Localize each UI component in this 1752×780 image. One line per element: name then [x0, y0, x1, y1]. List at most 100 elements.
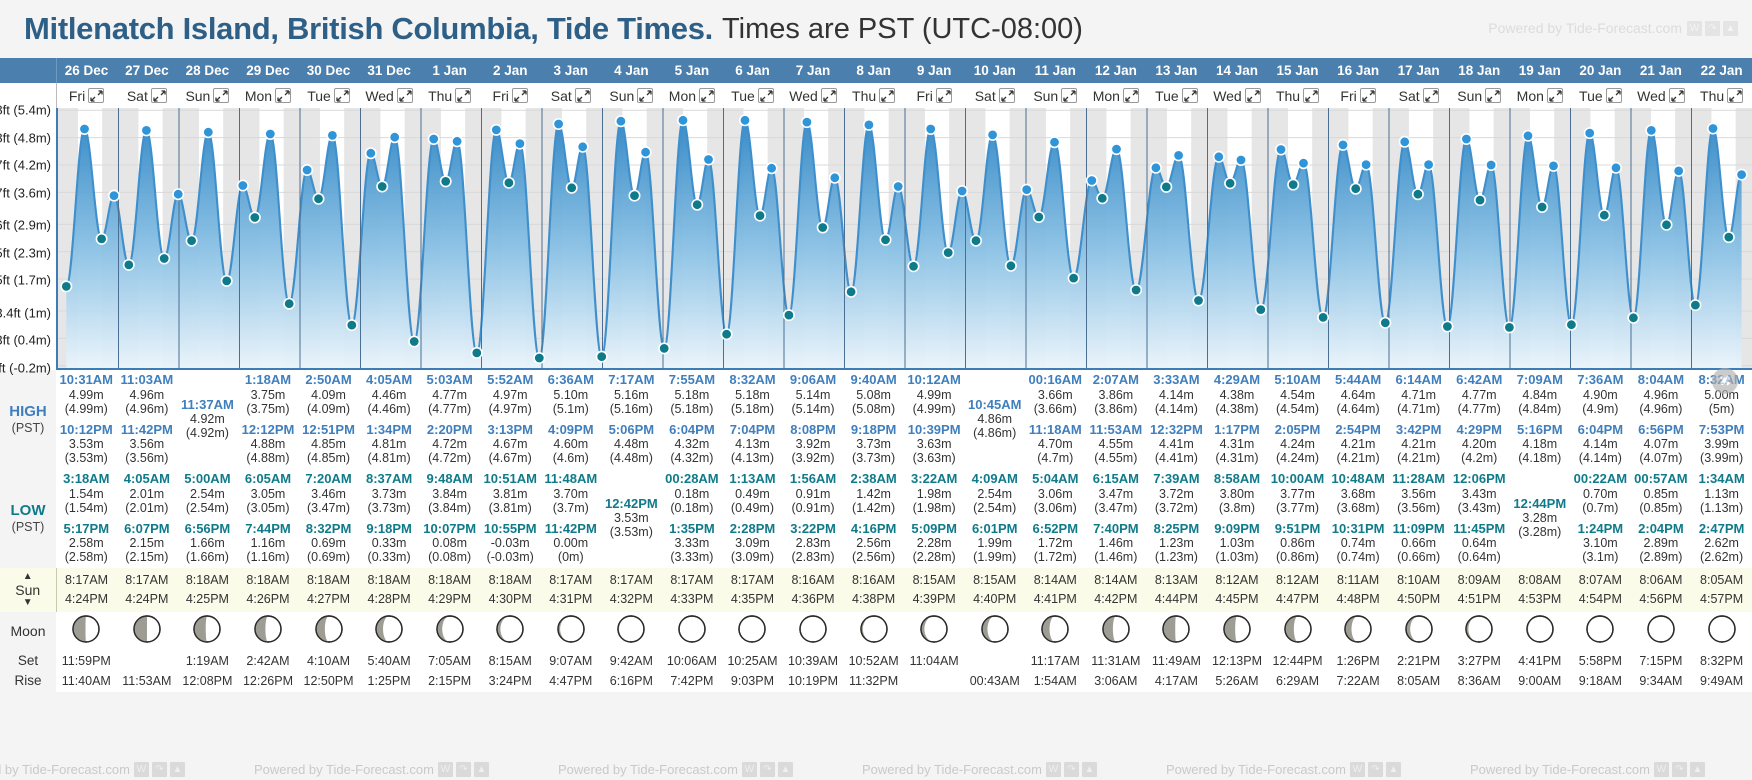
expand-icon[interactable]: [1303, 88, 1320, 103]
expand-icon[interactable]: [1181, 88, 1198, 103]
low-tide-event: 6:07PM 2.15m (2.15m): [117, 519, 178, 569]
expand-icon[interactable]: [333, 88, 350, 103]
moon-set-time: [117, 651, 178, 671]
weekday-header-11[interactable]: Tue: [722, 83, 783, 108]
expand-icon[interactable]: [1605, 88, 1622, 103]
weekday-header-4[interactable]: Tue: [298, 83, 359, 108]
expand-icon[interactable]: [455, 88, 472, 103]
weekday-header-9[interactable]: Sun: [601, 83, 662, 108]
weekday-header-8[interactable]: Sat: [540, 83, 602, 108]
weekday-header-13[interactable]: Thu: [843, 83, 904, 108]
weekday-header-0[interactable]: Fri: [56, 83, 117, 108]
expand-icon[interactable]: [1422, 88, 1439, 103]
weekday-header-25[interactable]: Tue: [1570, 83, 1631, 108]
tide-chart[interactable]: [56, 108, 1752, 370]
high-tide-event: 7:53PM 3.99m (3.99m): [1691, 420, 1752, 470]
expand-icon[interactable]: [150, 88, 167, 103]
weekday-header-6[interactable]: Thu: [419, 83, 480, 108]
expand-icon[interactable]: [757, 88, 774, 103]
weekday-header-14[interactable]: Fri: [903, 83, 965, 108]
weekday-header-24[interactable]: Mon: [1509, 83, 1571, 108]
high-tide-time: 1:17PM: [1214, 421, 1260, 437]
high-tide-height-alt: (4.21m): [1397, 451, 1441, 466]
expand-icon[interactable]: [820, 88, 837, 103]
expand-icon[interactable]: [699, 88, 716, 103]
expand-icon[interactable]: [213, 88, 230, 103]
expand-icon[interactable]: [511, 88, 528, 103]
expand-icon[interactable]: [1061, 88, 1078, 103]
badge-w-icon: W: [1045, 761, 1061, 777]
expand-icon[interactable]: [1485, 88, 1502, 103]
weekday-header-3[interactable]: Mon: [237, 83, 299, 108]
high-tide-height-alt: (3.66m): [1033, 401, 1077, 416]
expand-icon[interactable]: [879, 88, 896, 103]
moon-set-time: 12:13PM: [1211, 654, 1262, 669]
moon-phase-icon: [133, 614, 161, 643]
high-tide-time: 4:09PM: [548, 421, 594, 437]
weekday-header-10[interactable]: Mon: [661, 83, 723, 108]
weekday-header-18[interactable]: Tue: [1146, 83, 1207, 108]
high-tide-height-alt: (5.14m): [791, 401, 835, 416]
low-tide-event: 9:51PM 0.86m (0.86m): [1267, 519, 1328, 569]
weekday-header-19[interactable]: Wed: [1206, 83, 1268, 108]
low-tide-event: 4:16PM 2.56m (2.56m): [843, 519, 904, 569]
date-header-16: 11 Jan: [1025, 58, 1086, 83]
weekday-header-22[interactable]: Sat: [1388, 83, 1449, 108]
expand-icon[interactable]: [88, 88, 105, 103]
weekday-header-12[interactable]: Wed: [782, 83, 844, 108]
sunset-time: 4:31PM: [549, 592, 593, 607]
moon-setrise-cell: 10:25AM 9:03PM: [722, 650, 783, 693]
expand-icon[interactable]: [1359, 88, 1376, 103]
badge-w-icon: W: [133, 761, 149, 777]
low-tide-event: 9:48AM 3.84m (3.84m): [419, 469, 480, 519]
expand-icon[interactable]: [998, 88, 1015, 103]
low-tide-time: 11:42PM: [544, 520, 597, 536]
weekday-label: Wed: [789, 87, 818, 104]
weekday-header-23[interactable]: Sun: [1448, 83, 1510, 108]
expand-icon[interactable]: [1244, 88, 1261, 103]
expand-icon[interactable]: [1546, 88, 1563, 103]
weekday-header-20[interactable]: Thu: [1267, 83, 1328, 108]
weekday-header-1[interactable]: Sat: [116, 83, 178, 108]
weekday-header-17[interactable]: Mon: [1085, 83, 1147, 108]
weekday-header-16[interactable]: Sun: [1025, 83, 1086, 108]
high-tide-height: 4.21m: [1401, 437, 1437, 452]
weekday-label: Fri: [492, 87, 509, 104]
high-tide-event: 5:52AM 4.97m (4.97m): [480, 370, 541, 420]
high-tide-height-alt: (4.09m): [306, 401, 351, 416]
moon-cell: [1206, 612, 1268, 651]
expand-icon[interactable]: [637, 88, 654, 103]
weekday-header-2[interactable]: Sun: [177, 83, 238, 108]
weekday-header-15[interactable]: Sat: [964, 83, 1025, 108]
weekday-header-5[interactable]: Wed: [358, 83, 420, 108]
weekday-header-7[interactable]: Fri: [479, 83, 541, 108]
sunrise-time: 8:05AM: [1700, 572, 1744, 587]
low-tide-time: 9:18PM: [366, 520, 412, 536]
low-tide-height-alt: (2.54m): [973, 500, 1017, 515]
moon-setrise-cell: 4:10AM 12:50PM: [298, 650, 359, 693]
sunrise-time: 8:18AM: [488, 572, 532, 587]
moon-rise-time: 11:40AM: [61, 674, 111, 689]
expand-icon[interactable]: [574, 88, 591, 103]
high-tide-height: 5.08m: [856, 387, 891, 402]
high-tide-height: 4.71m: [1401, 387, 1437, 402]
low-tide-height: 3.46m: [311, 486, 346, 501]
low-tide-height-alt: (3.47m): [306, 500, 351, 515]
sun-cell: 8:16AM 4:38PM: [843, 568, 904, 613]
high-tide-event: 1:17PM 4.31m (4.31m): [1207, 420, 1268, 470]
moon-label: Moon: [0, 612, 56, 651]
expand-icon[interactable]: [1668, 88, 1685, 103]
weekday-header-26[interactable]: Wed: [1630, 83, 1692, 108]
weekday-header-27[interactable]: Thu: [1691, 83, 1752, 108]
expand-icon[interactable]: [1727, 88, 1744, 103]
expand-icon[interactable]: [396, 88, 413, 103]
expand-icon[interactable]: [1122, 88, 1139, 103]
sun-cell: 8:17AM 4:32PM: [601, 568, 662, 613]
high-tide-cell: 1:18AM 3.75m (3.75m) 12:12PM 4.88m (4.88m): [237, 370, 299, 470]
weekday-label: Wed: [365, 87, 394, 104]
expand-icon[interactable]: [275, 88, 292, 103]
expand-icon[interactable]: [935, 88, 952, 103]
weekday-header-21[interactable]: Fri: [1327, 83, 1389, 108]
